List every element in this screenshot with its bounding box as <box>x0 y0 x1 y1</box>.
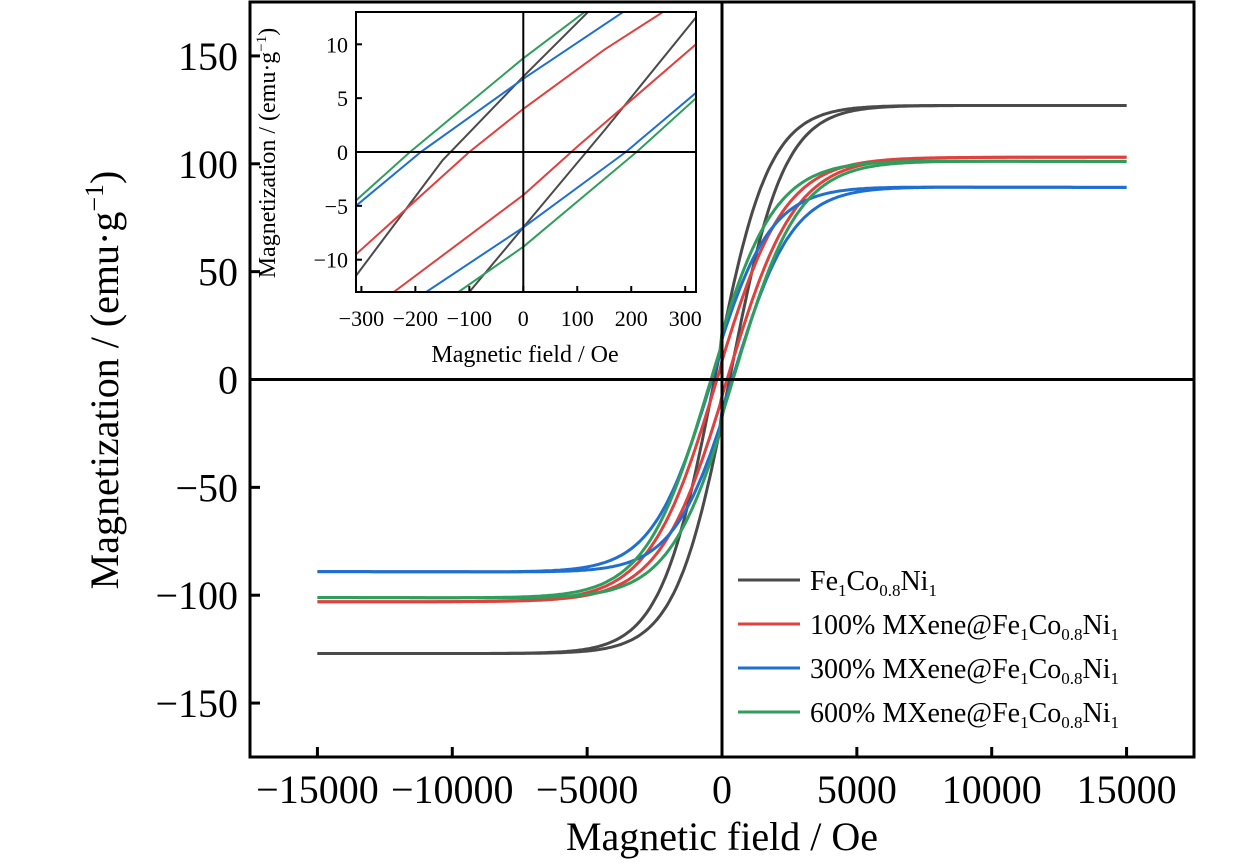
legend-entry: 600% MXene@Fe1Co0.8Ni1 <box>810 698 1119 732</box>
main-x-tick-label: 0 <box>712 767 732 812</box>
inset-y-tick-label: −5 <box>325 194 348 219</box>
main-y-tick-label: 50 <box>198 250 238 295</box>
inset-y-tick-label: 10 <box>326 32 348 57</box>
inset-series-line <box>356 12 625 207</box>
main-x-tick-label: −10000 <box>391 767 514 812</box>
main-x-tick-label: 10000 <box>942 767 1042 812</box>
main-x-axis-ticks: −15000 −10000 −5000 0 5000 10000 15000 <box>256 747 1177 812</box>
inset-series-line <box>457 97 696 292</box>
main-y-tick-label: 150 <box>178 34 238 79</box>
main-x-tick-label: 5000 <box>817 767 897 812</box>
main-y-tick-label: −100 <box>155 573 238 618</box>
chart-legend: Fe1Co0.8Ni1 100% MXene@Fe1Co0.8Ni1 300% MX… <box>738 566 1119 732</box>
main-x-tick-label: −15000 <box>256 767 379 812</box>
legend-entry: 300% MXene@Fe1Co0.8Ni1 <box>810 654 1119 688</box>
inset-y-axis-ticks: −10 −5 0 5 10 <box>314 32 362 273</box>
inset-x-tick-label: −100 <box>447 306 492 331</box>
inset-y-tick-label: 5 <box>337 86 348 111</box>
inset-x-tick-label: 300 <box>669 306 702 331</box>
inset-plot: −300 −200 −100 0 100 200 300 −10 −5 0 5 10 Magneti… <box>254 11 702 368</box>
inset-curves <box>356 12 696 292</box>
inset-x-tick-label: −300 <box>339 306 384 331</box>
inset-x-axis-ticks: −300 −200 −100 0 100 200 300 <box>339 286 702 331</box>
inset-x-tick-label: 0 <box>518 306 529 331</box>
main-y-axis-label: Magnetization / (emu·g−1) <box>80 171 127 590</box>
inset-y-tick-label: 0 <box>337 140 348 165</box>
legend-entry: Fe1Co0.8Ni1 <box>810 566 937 600</box>
inset-x-axis-label: Magnetic field / Oe <box>431 342 618 368</box>
main-y-tick-label: 0 <box>218 358 238 403</box>
main-y-axis-ticks: −150 −100 −50 0 50 100 150 <box>155 34 260 726</box>
main-y-tick-label: −50 <box>175 465 238 510</box>
main-x-tick-label: 15000 <box>1077 767 1177 812</box>
inset-y-axis-label: Magnetization / (emu·g−1) <box>254 28 281 279</box>
inset-series-line <box>356 12 590 277</box>
main-plot: −15000 −10000 −5000 0 5000 10000 15000 −150−10… <box>80 0 1196 859</box>
inset-x-tick-label: 200 <box>615 306 648 331</box>
inset-series-line <box>468 16 696 292</box>
inset-x-tick-label: −200 <box>393 306 438 331</box>
main-y-tick-label: 100 <box>178 142 238 187</box>
main-y-tick-label: −150 <box>155 681 238 726</box>
inset-y-tick-label: −10 <box>314 248 348 273</box>
inset-x-tick-label: 100 <box>561 306 594 331</box>
inset-series-line <box>393 43 696 292</box>
inset-series-line <box>425 92 696 292</box>
main-x-tick-label: −5000 <box>536 767 639 812</box>
legend-entry: 100% MXene@Fe1Co0.8Ni1 <box>810 610 1119 644</box>
main-x-axis-label: Magnetic field / Oe <box>566 814 878 859</box>
inset-series-line <box>356 12 587 202</box>
